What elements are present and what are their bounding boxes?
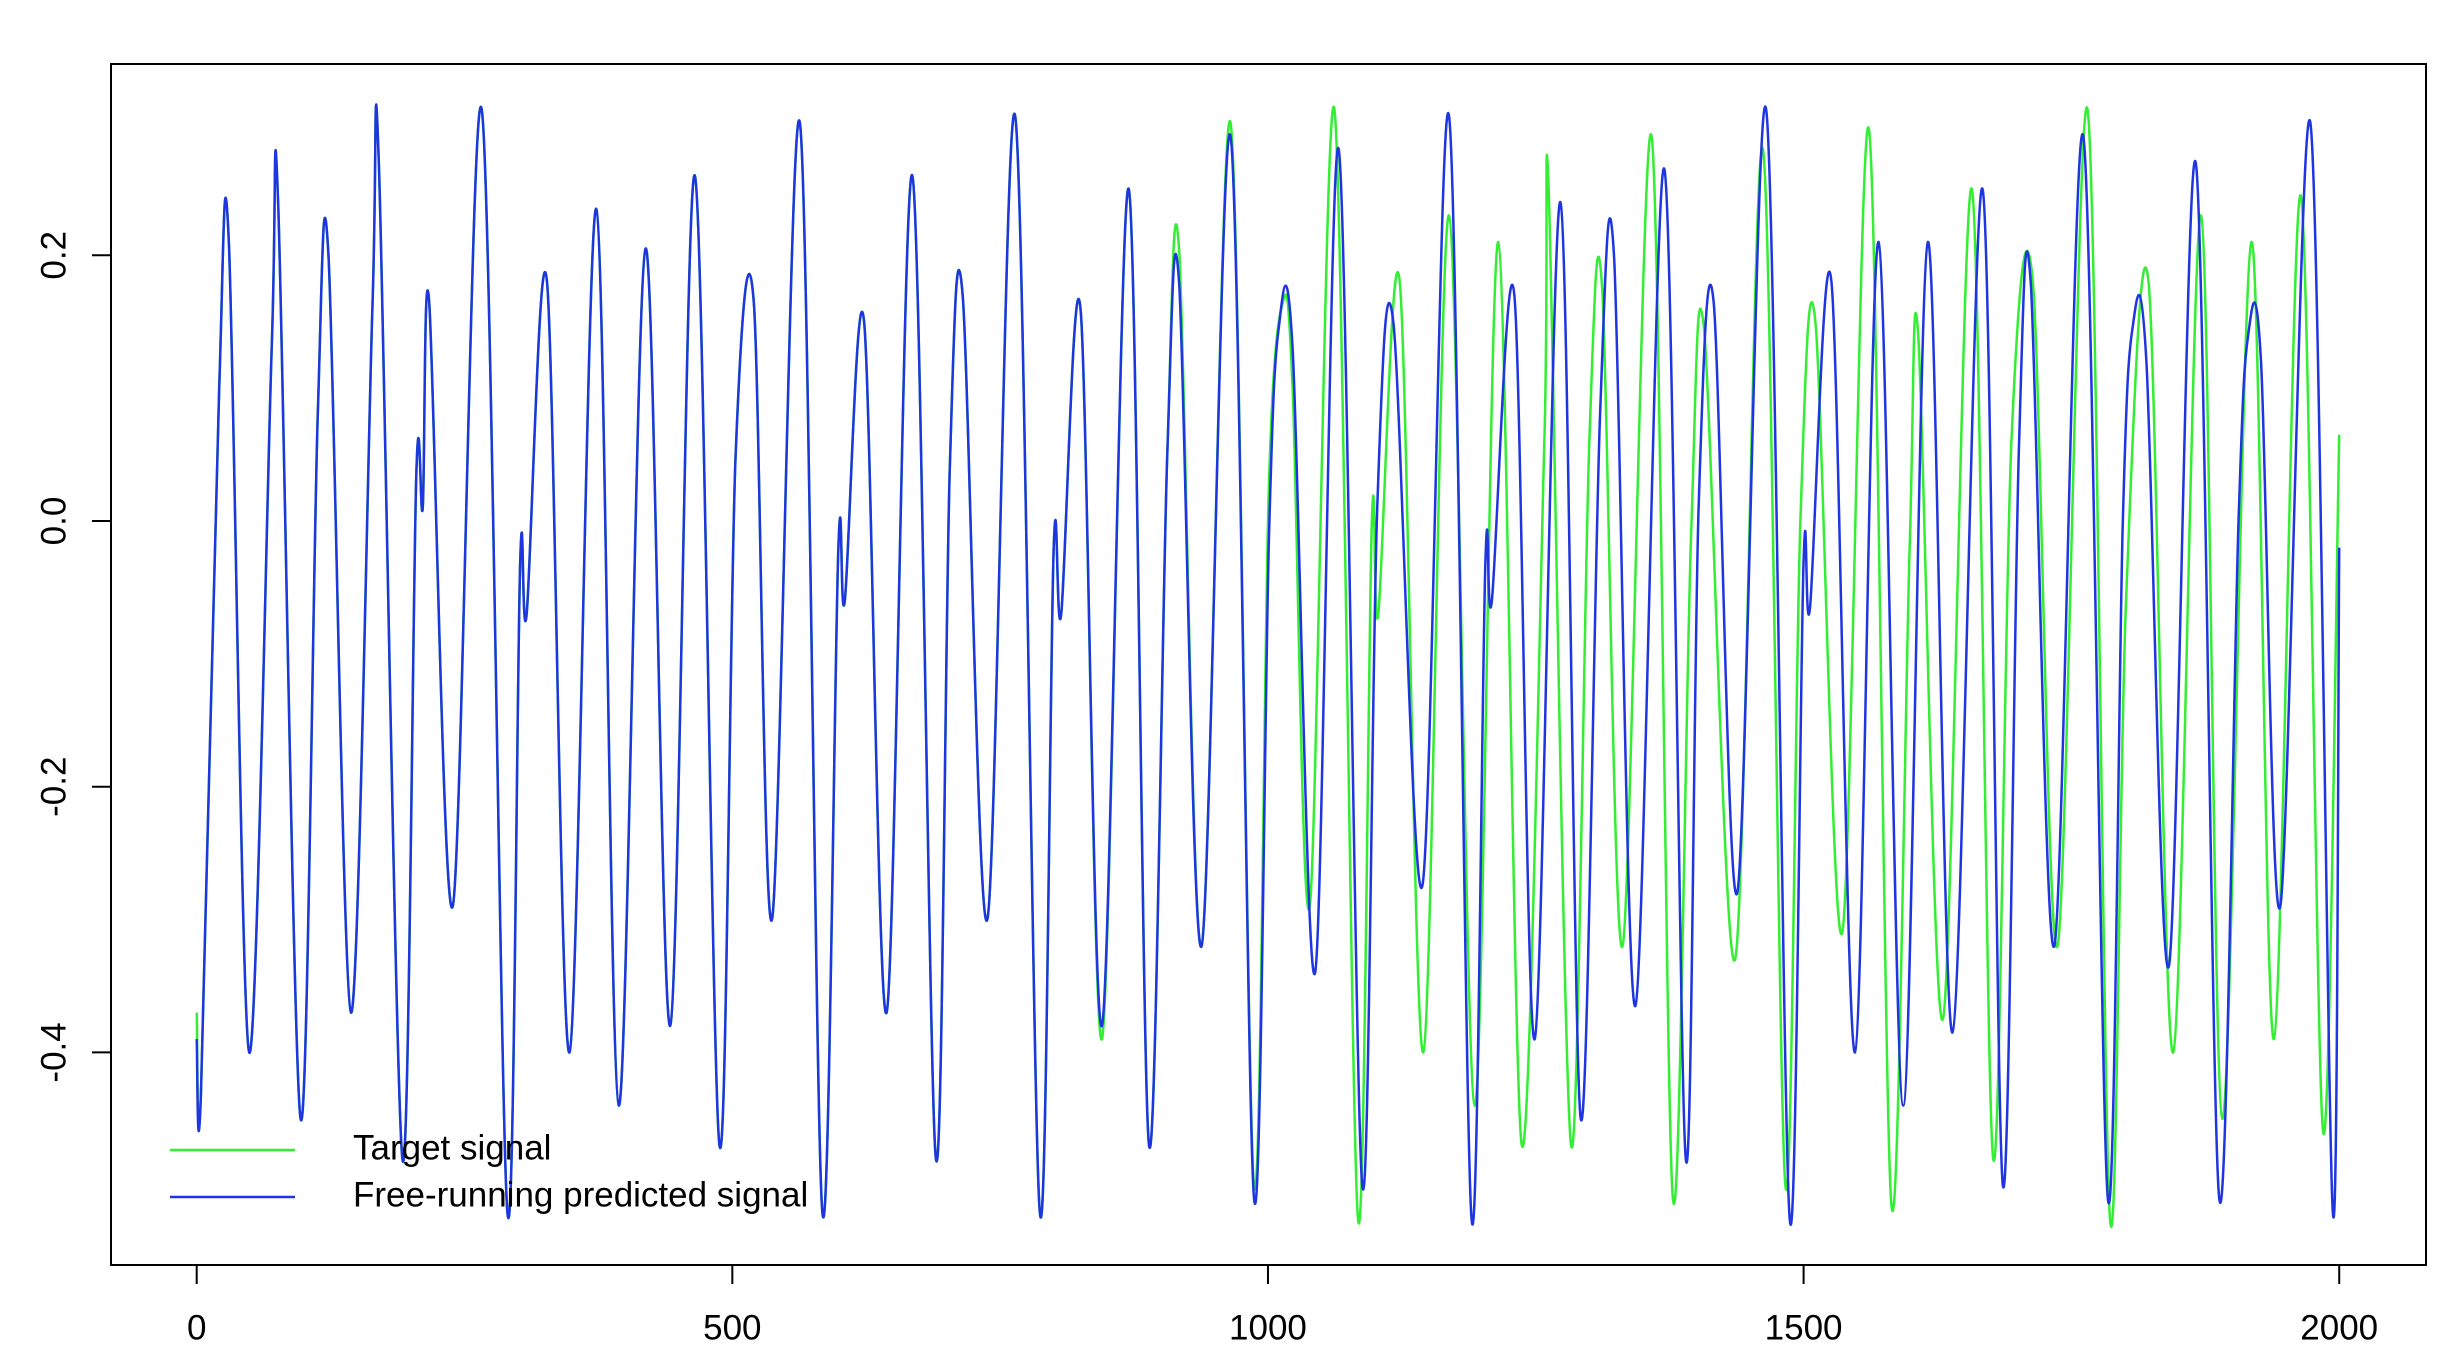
x-tick-label: 0 [187, 1308, 206, 1347]
y-tick-label: 0.2 [34, 231, 73, 280]
x-tick-label: 1000 [1229, 1308, 1307, 1347]
x-tick-label: 1500 [1765, 1308, 1843, 1347]
legend-label: Free-running predicted signal [353, 1175, 808, 1214]
x-tick-label: 500 [703, 1308, 761, 1347]
y-tick-label: 0.0 [34, 497, 73, 546]
x-tick-label: 2000 [2300, 1308, 2378, 1347]
y-tick-label: -0.4 [34, 1022, 73, 1082]
signal-line [195, 103, 2341, 1226]
y-tick-label: -0.2 [34, 757, 73, 817]
legend-label: Target signal [353, 1128, 551, 1167]
